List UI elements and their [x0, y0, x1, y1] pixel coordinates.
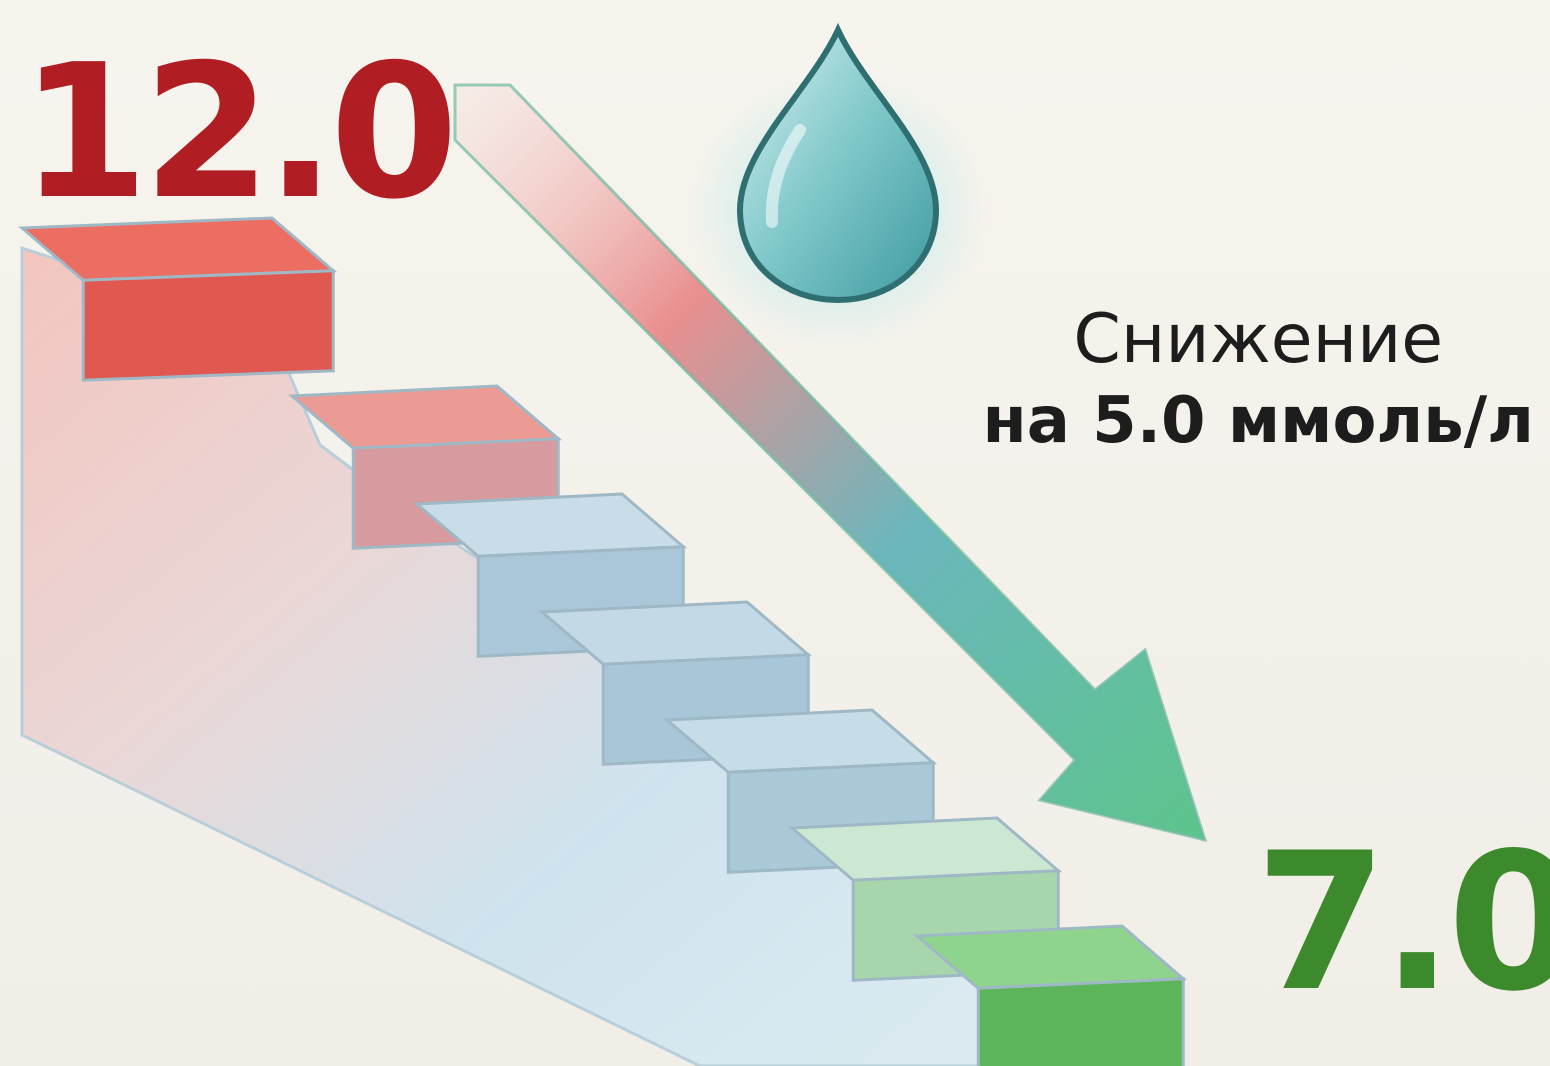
staircase-graphic [18, 216, 1188, 1066]
reduction-caption: Снижение на 5.0 ммоль/л [982, 300, 1534, 462]
caption-line-1: Снижение [1073, 300, 1444, 379]
water-drop-icon [688, 22, 988, 350]
caption-line-2: на 5.0 ммоль/л [982, 384, 1534, 458]
down-arrow-icon [453, 83, 1208, 843]
start-value: 12.0 [20, 24, 458, 240]
step-riser [81, 269, 335, 382]
end-value: 7.0 [1255, 812, 1550, 1033]
step-riser [976, 977, 1185, 1066]
